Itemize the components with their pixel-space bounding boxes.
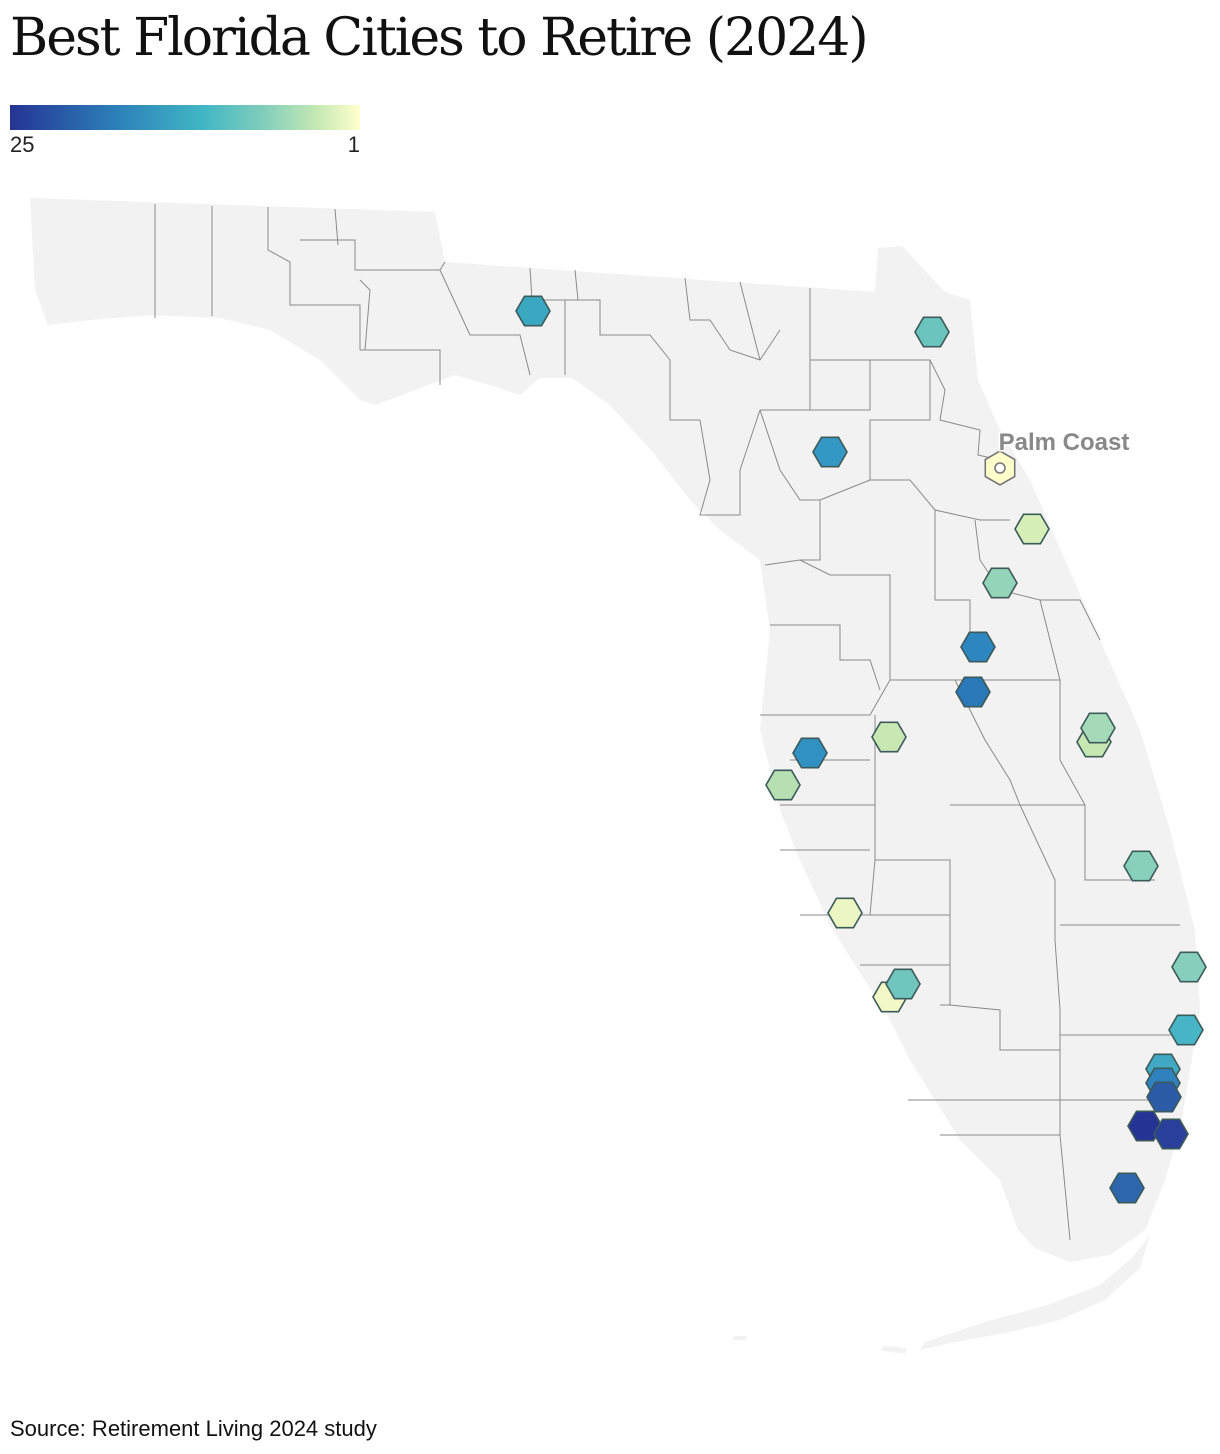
city-marker[interactable]	[792, 737, 828, 769]
city-marker[interactable]	[871, 721, 907, 753]
legend-gradient-bar	[10, 105, 360, 130]
city-markers	[515, 295, 1207, 1204]
highlighted-city-dot	[994, 462, 1006, 474]
legend-max-label: 1	[347, 132, 360, 157]
city-marker[interactable]	[1171, 951, 1207, 983]
city-marker[interactable]	[914, 316, 950, 348]
city-marker[interactable]	[1123, 850, 1159, 882]
city-marker[interactable]	[812, 436, 848, 468]
city-marker[interactable]	[1109, 1172, 1145, 1204]
highlighted-city-label: Palm Coast	[999, 429, 1130, 456]
florida-keys	[920, 1235, 1150, 1350]
city-marker[interactable]	[1168, 1014, 1204, 1046]
color-legend: 25 1	[10, 105, 360, 158]
city-marker[interactable]	[1080, 712, 1116, 744]
city-marker[interactable]	[1153, 1118, 1189, 1150]
city-marker[interactable]	[960, 631, 996, 663]
city-marker[interactable]	[955, 676, 991, 708]
city-marker[interactable]	[885, 968, 921, 1000]
city-marker[interactable]	[1014, 513, 1050, 545]
city-marker[interactable]	[827, 897, 863, 929]
map-title: Best Florida Cities to Retire (2024)	[10, 8, 869, 68]
city-marker[interactable]	[1146, 1081, 1182, 1113]
source-note: Source: Retirement Living 2024 study	[10, 1416, 377, 1441]
county-borders	[154, 204, 1180, 1241]
city-marker[interactable]	[765, 769, 801, 801]
florida-land	[30, 198, 1200, 1262]
city-marker[interactable]	[515, 295, 551, 327]
city-marker[interactable]	[982, 567, 1018, 599]
legend-min-label: 25	[10, 132, 35, 157]
